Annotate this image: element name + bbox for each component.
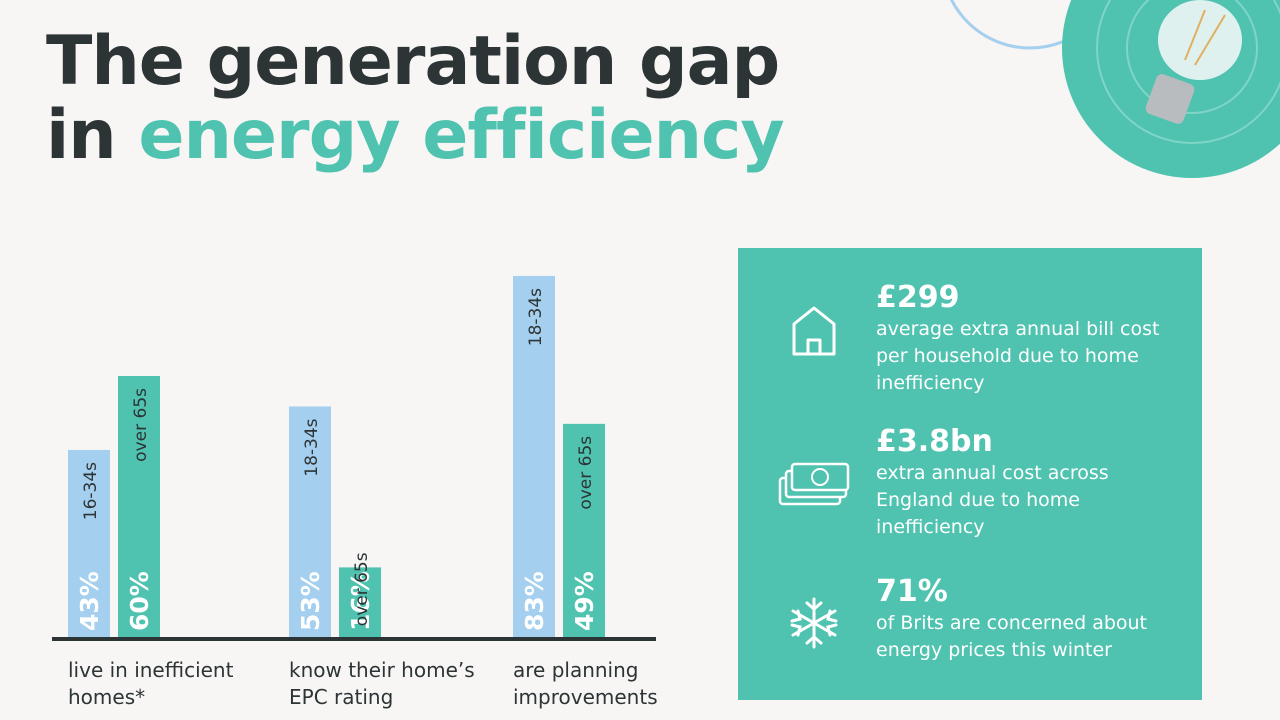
bar-label: 18-34s <box>302 418 322 476</box>
money-icon <box>778 462 850 506</box>
category-label: live in inefficient homes* <box>68 658 234 709</box>
decor-ring <box>1126 0 1258 114</box>
value-label: 60% <box>125 571 154 631</box>
stat-description: extra annual cost across England due to … <box>876 462 1109 538</box>
title: The generation gap <box>46 22 780 101</box>
bar-label: over 65s <box>131 388 151 462</box>
bar-label: over 65s <box>576 436 596 510</box>
title: in energy efficiency <box>46 96 785 175</box>
value-label: 53% <box>296 571 325 631</box>
stat-value: £299 <box>876 280 960 315</box>
title-text: in <box>46 96 117 175</box>
bar <box>563 423 605 637</box>
snowflake-icon <box>790 597 838 649</box>
bar <box>289 406 331 637</box>
stat-description: average extra annual bill cost per house… <box>876 318 1160 394</box>
house-icon <box>792 306 836 356</box>
stat-description: of Brits are concerned about energy pric… <box>876 612 1148 661</box>
value-label: 16% <box>346 571 375 631</box>
value-label: 83% <box>520 571 549 631</box>
bar-label: 16-34s <box>81 462 101 520</box>
category-label: know their home’s EPC rating <box>289 658 475 709</box>
bulb <box>1145 0 1242 124</box>
bar <box>513 275 555 637</box>
category-label: are planning improvements <box>513 658 658 709</box>
decor-ring <box>949 0 1111 50</box>
stat: £299 average extra annual bill cost per h… <box>876 280 1186 397</box>
bar-label: 18-34s <box>526 288 546 346</box>
stat: 71% of Brits are concerned about energy p… <box>876 574 1186 664</box>
bar-label: over 65s <box>352 552 372 626</box>
bar <box>339 567 381 637</box>
bar <box>118 376 160 637</box>
stat-value: 71% <box>876 574 948 609</box>
stat-value: £3.8bn <box>876 424 993 459</box>
value-label: 49% <box>570 571 599 631</box>
decor-ring <box>1096 0 1280 144</box>
title-highlight: energy efficiency <box>138 96 784 175</box>
bar <box>68 449 110 637</box>
stat: £3.8bn extra annual cost across England d… <box>876 424 1186 541</box>
value-label: 43% <box>75 571 104 631</box>
stats-panel: £299 average extra annual bill cost per h… <box>738 248 1202 700</box>
